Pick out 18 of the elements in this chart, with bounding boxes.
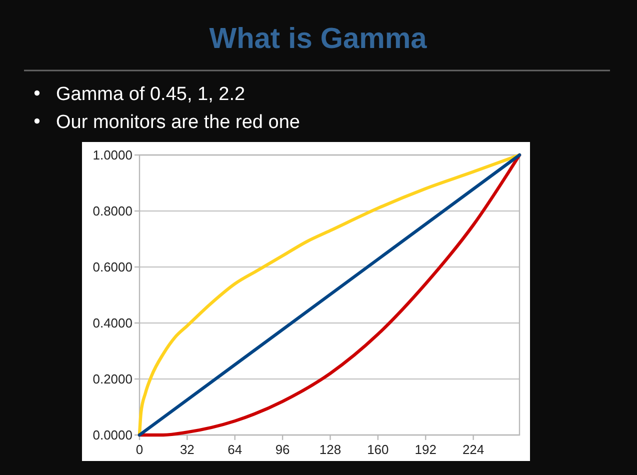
y-tick-label: 0.2000 bbox=[92, 372, 132, 387]
x-tick-label: 224 bbox=[462, 442, 484, 457]
x-tick-label: 192 bbox=[414, 442, 436, 457]
line-series bbox=[138, 153, 522, 437]
x-tick-label: 32 bbox=[180, 442, 194, 457]
x-tick-label: 160 bbox=[367, 442, 389, 457]
chart-title: What is Gamma bbox=[209, 23, 428, 55]
y-tick-label: 0.8000 bbox=[92, 204, 132, 219]
x-tick-label: 96 bbox=[275, 442, 290, 457]
x-tick-label: 64 bbox=[228, 442, 242, 457]
y-tick-label: 0.4000 bbox=[92, 316, 132, 331]
y-tick-label: 1.0000 bbox=[92, 148, 132, 163]
y-tick-label: 0.0000 bbox=[92, 428, 132, 443]
text: Our monitors are the red one bbox=[56, 112, 300, 133]
x-tick-label: 0 bbox=[136, 442, 144, 457]
text: Gamma of 0.45, 1, 2.2 bbox=[56, 84, 246, 105]
x-tick-label: 128 bbox=[319, 442, 342, 457]
y-tick-label: 0.6000 bbox=[92, 260, 132, 275]
